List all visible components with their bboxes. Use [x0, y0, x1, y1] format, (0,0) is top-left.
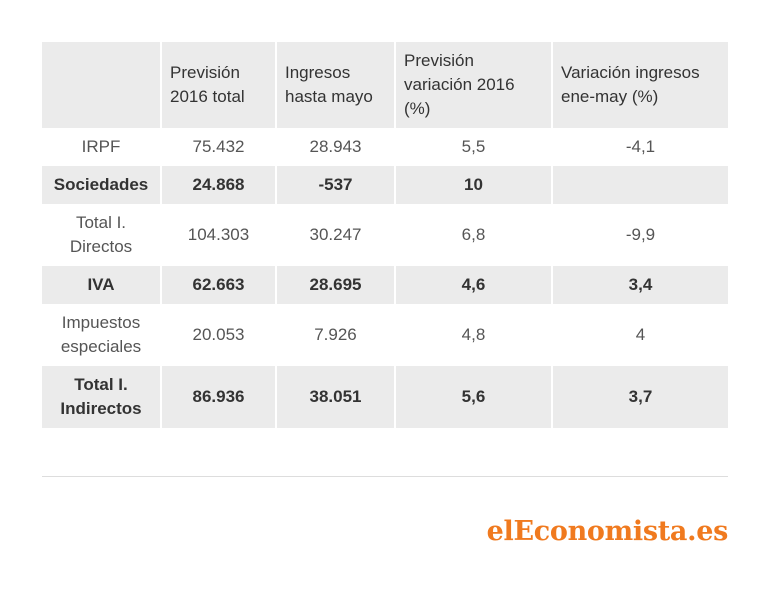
header-concept	[42, 42, 162, 128]
cell-concept: Impuestos especiales	[42, 304, 162, 366]
cell-concept: Sociedades	[42, 166, 162, 204]
cell-concept: Total I. Indirectos	[42, 366, 162, 428]
tax-revenue-table: Previsión 2016 total Ingresos hasta mayo…	[42, 42, 728, 428]
cell-variacion-prevision: 5,6	[395, 366, 553, 428]
table-row: Total I. Indirectos 86.936 38.051 5,6 3,…	[42, 366, 728, 428]
logo-text-e: E	[513, 516, 534, 547]
cell-prevision: 24.868	[161, 166, 277, 204]
cell-variacion-ingresos	[552, 166, 728, 204]
cell-variacion-ingresos: -4,1	[552, 128, 728, 166]
table-row: IVA 62.663 28.695 4,6 3,4	[42, 266, 728, 304]
footer-divider	[42, 476, 728, 477]
cell-prevision: 86.936	[161, 366, 277, 428]
cell-ingresos: 30.247	[276, 204, 396, 266]
cell-prevision: 20.053	[161, 304, 277, 366]
cell-variacion-ingresos: 3,7	[552, 366, 728, 428]
cell-prevision: 104.303	[161, 204, 277, 266]
cell-variacion-prevision: 4,8	[395, 304, 553, 366]
cell-concept: IRPF	[42, 128, 162, 166]
table-row: Total I. Directos 104.303 30.247 6,8 -9,…	[42, 204, 728, 266]
eleconomista-logo[interactable]: elEconomista.es	[486, 516, 729, 547]
cell-ingresos: 28.695	[276, 266, 396, 304]
table-row: IRPF 75.432 28.943 5,5 -4,1	[42, 128, 728, 166]
cell-variacion-prevision: 10	[395, 166, 553, 204]
table-row: Impuestos especiales 20.053 7.926 4,8 4	[42, 304, 728, 366]
cell-ingresos: 38.051	[276, 366, 396, 428]
cell-variacion-ingresos: -9,9	[552, 204, 728, 266]
logo-text-pre: el	[486, 516, 514, 547]
cell-variacion-prevision: 6,8	[395, 204, 553, 266]
header-prevision-variacion-2016: Previsión variación 2016 (%)	[395, 42, 553, 128]
logo-text-post: conomista.es	[533, 516, 729, 547]
cell-variacion-prevision: 5,5	[395, 128, 553, 166]
cell-variacion-ingresos: 4	[552, 304, 728, 366]
cell-ingresos: 7.926	[276, 304, 396, 366]
cell-ingresos: -537	[276, 166, 396, 204]
cell-concept: IVA	[42, 266, 162, 304]
cell-prevision: 62.663	[161, 266, 277, 304]
header-variacion-ingresos: Variación ingresos ene-may (%)	[552, 42, 728, 128]
header-prevision-2016-total: Previsión 2016 total	[161, 42, 277, 128]
table-header-row: Previsión 2016 total Ingresos hasta mayo…	[42, 42, 728, 128]
cell-variacion-prevision: 4,6	[395, 266, 553, 304]
cell-prevision: 75.432	[161, 128, 277, 166]
cell-ingresos: 28.943	[276, 128, 396, 166]
table-row: Sociedades 24.868 -537 10	[42, 166, 728, 204]
cell-variacion-ingresos: 3,4	[552, 266, 728, 304]
cell-concept: Total I. Directos	[42, 204, 162, 266]
header-ingresos-hasta-mayo: Ingresos hasta mayo	[276, 42, 396, 128]
